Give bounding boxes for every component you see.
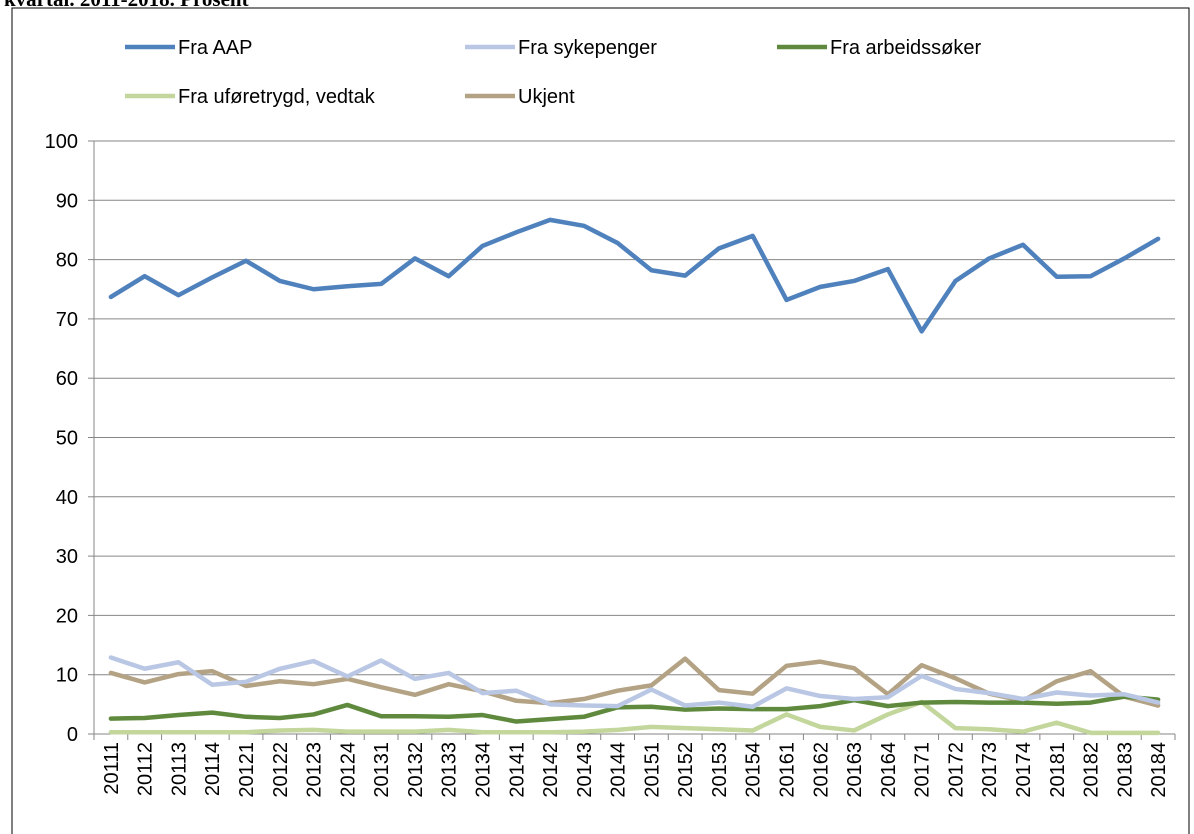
x-tick-label: 20111 bbox=[101, 742, 123, 795]
x-tick-label: 20151 bbox=[641, 742, 663, 798]
x-tick-label: 20123 bbox=[304, 742, 326, 798]
legend-label: Fra uføretrygd, vedtak bbox=[178, 86, 376, 108]
y-tick-label: 80 bbox=[56, 250, 78, 272]
x-tick-label: 20174 bbox=[1013, 742, 1035, 798]
x-tick-label: 20141 bbox=[506, 742, 528, 798]
y-tick-label: 60 bbox=[56, 368, 78, 390]
legend-label: Fra sykepenger bbox=[518, 37, 657, 59]
y-tick-label: 20 bbox=[56, 605, 78, 627]
x-tick-label: 20161 bbox=[777, 742, 799, 798]
x-tick-label: 20184 bbox=[1148, 742, 1170, 798]
x-tick-label: 20143 bbox=[574, 742, 596, 798]
x-tick-label: 20154 bbox=[743, 742, 765, 798]
x-tick-label: 20134 bbox=[472, 742, 494, 798]
y-tick-label: 40 bbox=[56, 487, 78, 509]
series-line bbox=[108, 217, 1161, 334]
x-tick-label: 20164 bbox=[878, 742, 900, 798]
x-tick-label: 20124 bbox=[337, 742, 359, 798]
x-tick-label: 20142 bbox=[540, 742, 562, 798]
legend-label: Fra AAP bbox=[178, 37, 252, 59]
x-tick-label: 20114 bbox=[202, 742, 224, 796]
y-tick-label: 10 bbox=[56, 665, 78, 687]
x-tick-label: 20173 bbox=[979, 742, 1001, 798]
y-tick-label: 70 bbox=[56, 309, 78, 331]
chart-title: kvartal. 2011-2018. Prosent bbox=[4, 0, 249, 11]
x-tick-label: 20113 bbox=[168, 742, 190, 796]
x-tick-label: 20121 bbox=[236, 742, 258, 798]
x-tick-label: 20183 bbox=[1114, 742, 1136, 798]
legend-label: Fra arbeidssøker bbox=[830, 37, 981, 59]
x-tick-label: 20181 bbox=[1047, 742, 1069, 798]
x-tick-label: 20182 bbox=[1081, 742, 1103, 798]
x-tick-label: 20171 bbox=[912, 742, 934, 798]
series-line bbox=[108, 655, 1161, 709]
series-line bbox=[108, 694, 1161, 724]
series-line bbox=[108, 699, 1161, 736]
y-tick-label: 90 bbox=[56, 190, 78, 212]
legend-label: Ukjent bbox=[518, 86, 575, 108]
x-tick-label: 20132 bbox=[405, 742, 427, 798]
x-tick-label: 20112 bbox=[135, 742, 157, 796]
x-tick-label: 20133 bbox=[439, 742, 461, 798]
y-tick-label: 100 bbox=[45, 131, 78, 153]
x-tick-label: 20163 bbox=[844, 742, 866, 798]
x-tick-label: 20131 bbox=[371, 742, 393, 798]
x-tick-label: 20144 bbox=[608, 742, 630, 798]
x-tick-label: 20153 bbox=[709, 742, 731, 798]
x-tick-label: 20162 bbox=[810, 742, 832, 798]
x-tick-label: 20172 bbox=[945, 742, 967, 798]
y-tick-label: 0 bbox=[67, 724, 78, 746]
y-tick-label: 50 bbox=[56, 428, 78, 450]
y-tick-label: 30 bbox=[56, 546, 78, 568]
x-tick-label: 20122 bbox=[270, 742, 292, 798]
x-tick-label: 20152 bbox=[675, 742, 697, 798]
